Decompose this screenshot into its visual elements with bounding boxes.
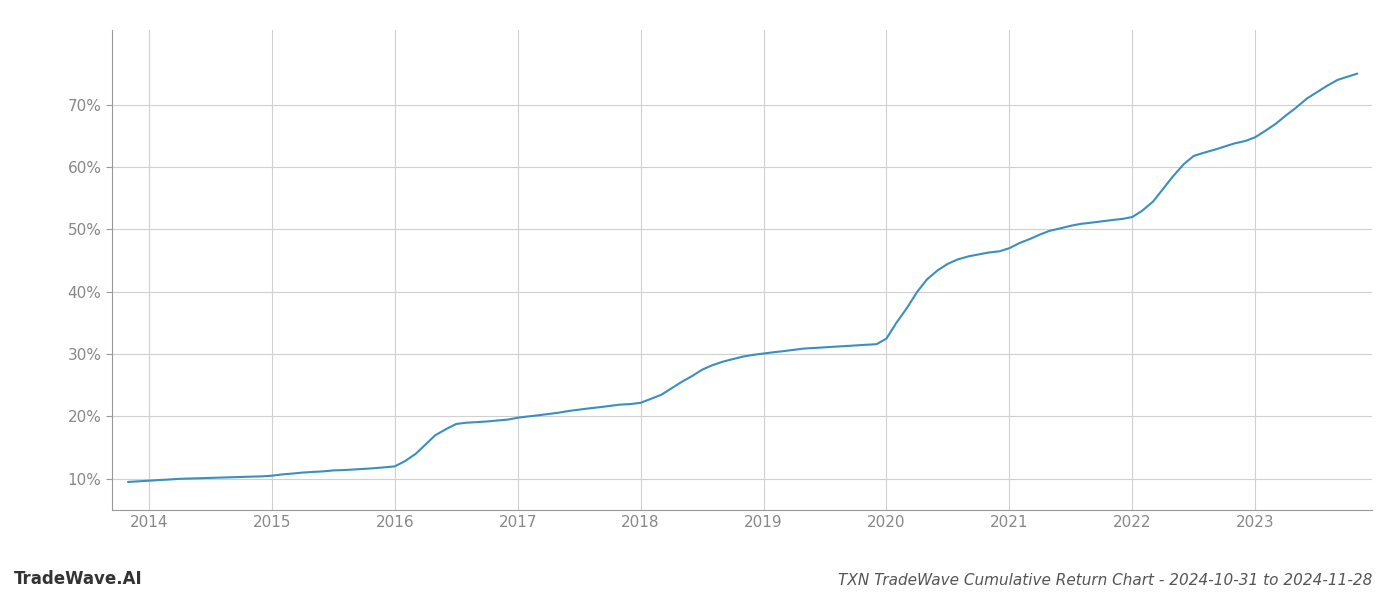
Text: TXN TradeWave Cumulative Return Chart - 2024-10-31 to 2024-11-28: TXN TradeWave Cumulative Return Chart - … <box>837 573 1372 588</box>
Text: TradeWave.AI: TradeWave.AI <box>14 570 143 588</box>
